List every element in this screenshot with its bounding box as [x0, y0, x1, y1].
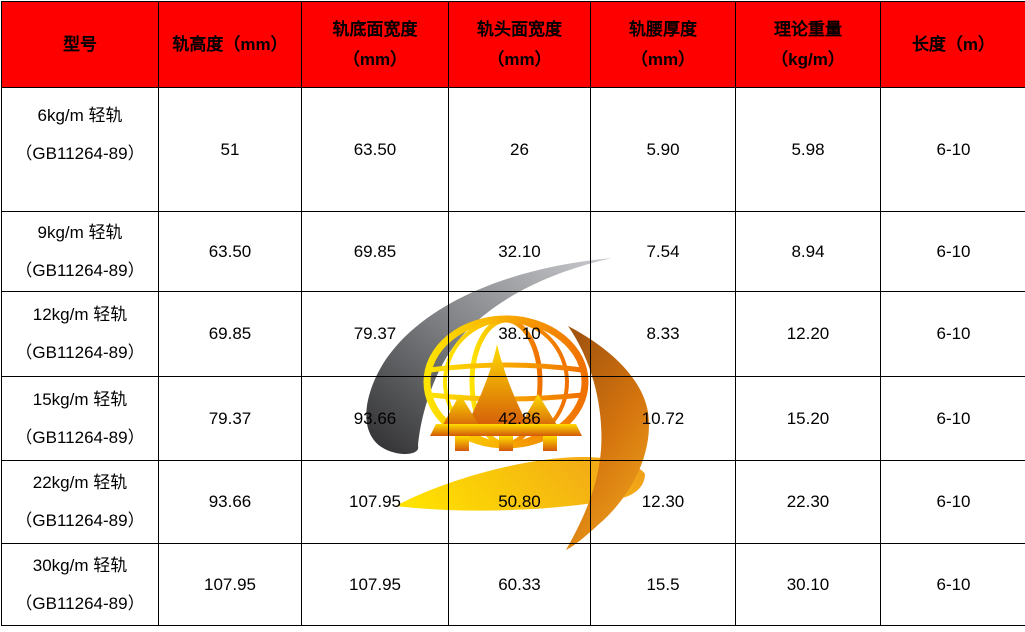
header-text: （kg/m） — [771, 49, 845, 69]
model-cell: 30kg/m 轻轨 （GB11264-89） — [1, 543, 159, 626]
header-text: 轨底面宽度 — [332, 19, 418, 39]
value-cell: 10.72 — [590, 376, 736, 461]
model-cell: 12kg/m 轻轨 （GB11264-89） — [1, 291, 159, 377]
header-theoretical-weight: 理论重量 （kg/m） — [735, 1, 881, 88]
value-cell: 26 — [448, 87, 591, 212]
value-cell: 38.10 — [448, 291, 591, 377]
header-row: 型号 轨高度（mm） 轨底面宽度 （mm） 轨头面宽度 （mm） 轨腰厚度 （mm） … — [1, 1, 1025, 88]
header-text: （mm） — [630, 49, 696, 69]
header-head-width: 轨头面宽度 （mm） — [448, 1, 591, 88]
model-cell: 22kg/m 轻轨 （GB11264-89） — [1, 460, 159, 544]
value-cell: 6-10 — [880, 87, 1025, 212]
value-cell: 6-10 — [880, 376, 1025, 461]
model-cell: 15kg/m 轻轨 （GB11264-89） — [1, 376, 159, 461]
value-cell: 6-10 — [880, 543, 1025, 626]
value-cell: 107.95 — [301, 460, 449, 544]
value-cell: 8.94 — [735, 211, 881, 292]
table-row: 9kg/m 轻轨 （GB11264-89） 63.50 69.85 32.10 … — [1, 211, 1025, 292]
model-standard: （GB11264-89） — [15, 427, 145, 447]
value-cell: 6-10 — [880, 291, 1025, 377]
model-name: 9kg/m 轻轨 — [37, 222, 123, 242]
table-row: 6kg/m 轻轨 （GB11264-89） 51 63.50 26 5.90 5… — [1, 87, 1025, 212]
value-cell: 69.85 — [301, 211, 449, 292]
value-cell: 15.5 — [590, 543, 736, 626]
value-cell: 6-10 — [880, 460, 1025, 544]
header-text: 长度（m） — [911, 34, 996, 54]
table-row: 30kg/m 轻轨 （GB11264-89） 107.95 107.95 60.… — [1, 543, 1025, 626]
value-cell: 93.66 — [158, 460, 302, 544]
header-text: 理论重量 — [774, 19, 842, 39]
value-cell: 93.66 — [301, 376, 449, 461]
value-cell: 32.10 — [448, 211, 591, 292]
header-model: 型号 — [1, 1, 159, 88]
value-cell: 5.98 — [735, 87, 881, 212]
value-cell: 12.20 — [735, 291, 881, 377]
header-text: 轨腰厚度 — [629, 19, 697, 39]
value-cell: 107.95 — [301, 543, 449, 626]
value-cell: 79.37 — [301, 291, 449, 377]
value-cell: 79.37 — [158, 376, 302, 461]
table-row: 15kg/m 轻轨 （GB11264-89） 79.37 93.66 42.86… — [1, 376, 1025, 461]
header-text: 轨头面宽度 — [477, 19, 562, 39]
value-cell: 51 — [158, 87, 302, 212]
value-cell: 30.10 — [735, 543, 881, 626]
value-cell: 42.86 — [448, 376, 591, 461]
header-length: 长度（m） — [880, 1, 1025, 88]
header-text: 轨高度（mm） — [172, 34, 288, 54]
model-name: 6kg/m 轻轨 — [37, 106, 123, 125]
model-standard: （GB11264-89） — [15, 593, 145, 613]
model-standard: （GB11264-89） — [15, 343, 145, 362]
header-rail-height: 轨高度（mm） — [158, 1, 302, 88]
header-text: （mm） — [342, 49, 408, 69]
model-standard: （GB11264-89） — [15, 260, 145, 280]
value-cell: 50.80 — [448, 460, 591, 544]
model-name: 12kg/m 轻轨 — [32, 305, 128, 324]
value-cell: 15.20 — [735, 376, 881, 461]
value-cell: 22.30 — [735, 460, 881, 544]
value-cell: 8.33 — [590, 291, 736, 377]
model-name: 22kg/m 轻轨 — [32, 473, 128, 492]
table-row: 22kg/m 轻轨 （GB11264-89） 93.66 107.95 50.8… — [1, 460, 1025, 544]
value-cell: 60.33 — [448, 543, 591, 626]
value-cell: 63.50 — [301, 87, 449, 212]
model-cell: 6kg/m 轻轨 （GB11264-89） — [1, 87, 159, 212]
model-cell: 9kg/m 轻轨 （GB11264-89） — [1, 211, 159, 292]
value-cell: 63.50 — [158, 211, 302, 292]
value-cell: 7.54 — [590, 211, 736, 292]
model-standard: （GB11264-89） — [15, 511, 145, 530]
value-cell: 107.95 — [158, 543, 302, 626]
header-text: 型号 — [63, 34, 97, 54]
header-base-width: 轨底面宽度 （mm） — [301, 1, 449, 88]
value-cell: 6-10 — [880, 211, 1025, 292]
value-cell: 69.85 — [158, 291, 302, 377]
model-name: 30kg/m 轻轨 — [32, 555, 128, 575]
value-cell: 12.30 — [590, 460, 736, 544]
header-web-thickness: 轨腰厚度 （mm） — [590, 1, 736, 88]
header-text: （mm） — [487, 49, 552, 69]
value-cell: 5.90 — [590, 87, 736, 212]
table-row: 12kg/m 轻轨 （GB11264-89） 69.85 79.37 38.10… — [1, 291, 1025, 377]
model-standard: （GB11264-89） — [15, 144, 145, 163]
model-name: 15kg/m 轻轨 — [32, 389, 128, 409]
